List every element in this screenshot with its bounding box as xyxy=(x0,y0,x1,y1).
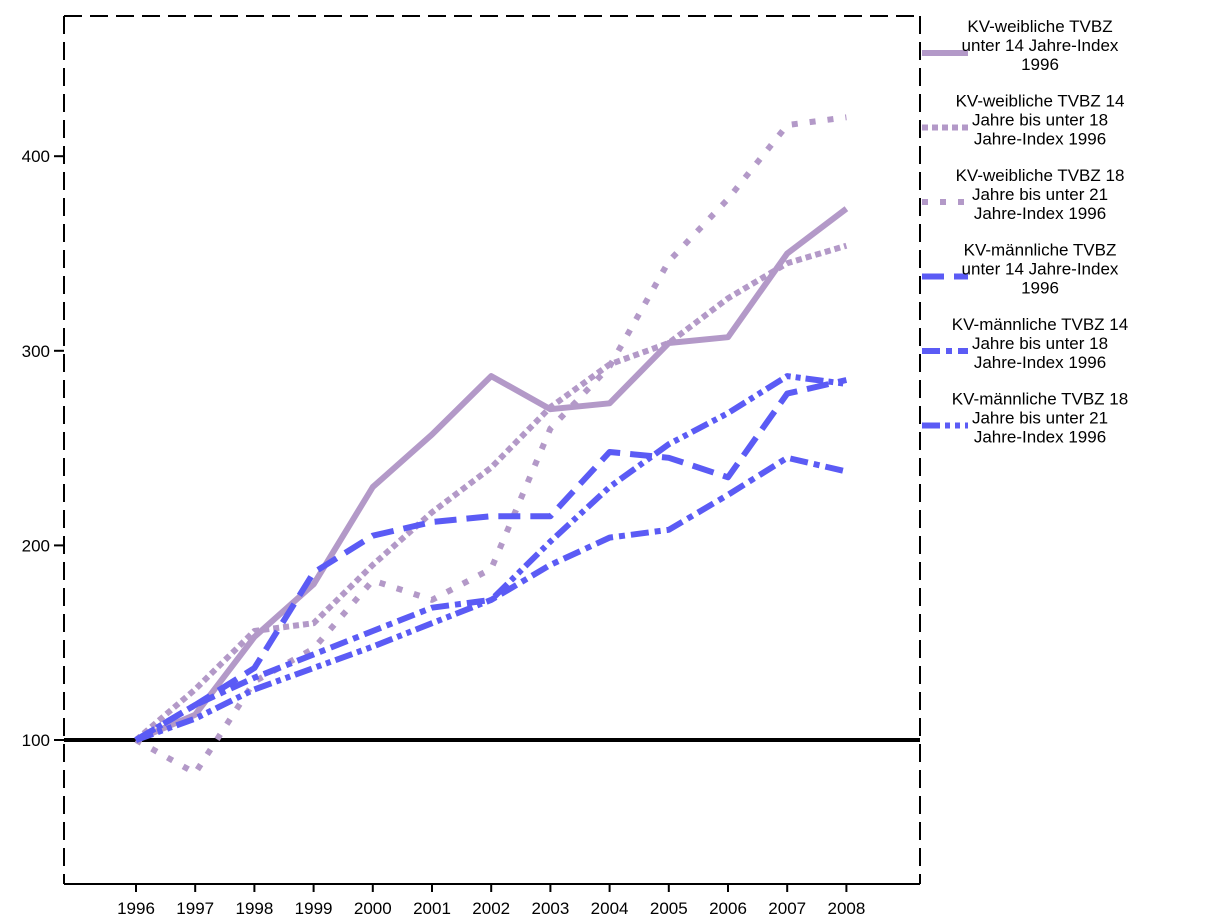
legend-label: Jahre bis unter 18 xyxy=(972,111,1108,130)
legend-label: Jahre-Index 1996 xyxy=(974,428,1106,447)
legend-label: Jahre bis unter 21 xyxy=(972,409,1108,428)
legend-label: unter 14 Jahre-Index xyxy=(962,260,1119,279)
x-tick-label: 1998 xyxy=(235,899,273,918)
series-line-3 xyxy=(134,114,847,777)
x-tick-label: 2001 xyxy=(413,899,451,918)
y-tick-label: 200 xyxy=(22,536,50,555)
x-tick-label: 2005 xyxy=(650,899,688,918)
legend-label: Jahre bis unter 18 xyxy=(972,334,1108,353)
series-line-4 xyxy=(134,377,848,743)
legend-label: 1996 xyxy=(1021,279,1059,298)
x-tick-label: 2004 xyxy=(591,899,629,918)
x-tick-label: 2007 xyxy=(768,899,806,918)
legend-label: unter 14 Jahre-Index xyxy=(962,36,1119,55)
y-tick-label: 100 xyxy=(22,731,50,750)
legend-label: Jahre-Index 1996 xyxy=(974,130,1106,149)
series-line-2 xyxy=(134,242,848,743)
series-line-5 xyxy=(134,454,848,743)
x-tick-label: 2008 xyxy=(827,899,865,918)
x-tick-label: 1999 xyxy=(295,899,333,918)
legend-label: KV-männliche TVBZ xyxy=(964,241,1117,260)
legend-label: KV-weibliche TVBZ xyxy=(967,17,1112,36)
legend-label: Jahre bis unter 21 xyxy=(972,185,1108,204)
legend-label: Jahre-Index 1996 xyxy=(974,353,1106,372)
x-tick-label: 1996 xyxy=(117,899,155,918)
legend-label: KV-weibliche TVBZ 18 xyxy=(956,166,1125,185)
series-group xyxy=(134,114,849,777)
legend-label: KV-weibliche TVBZ 14 xyxy=(956,92,1125,111)
x-tick-label: 2002 xyxy=(472,899,510,918)
legend-label: KV-männliche TVBZ 14 xyxy=(952,315,1128,334)
axes: 100 200 300 400 1996 1997 1998 1999 2000 2001 2002… xyxy=(22,15,921,918)
y-tick-label: 400 xyxy=(22,147,50,166)
legend-label: KV-männliche TVBZ 18 xyxy=(952,390,1128,409)
x-tick-label: 1997 xyxy=(176,899,214,918)
legend-label: Jahre-Index 1996 xyxy=(974,204,1106,223)
series-line-1 xyxy=(134,206,849,743)
x-tick-label: 2000 xyxy=(354,899,392,918)
y-tick-label: 300 xyxy=(22,342,50,361)
x-tick-label: 2003 xyxy=(531,899,569,918)
x-tick-label: 2006 xyxy=(709,899,747,918)
legend-label: 1996 xyxy=(1021,55,1059,74)
